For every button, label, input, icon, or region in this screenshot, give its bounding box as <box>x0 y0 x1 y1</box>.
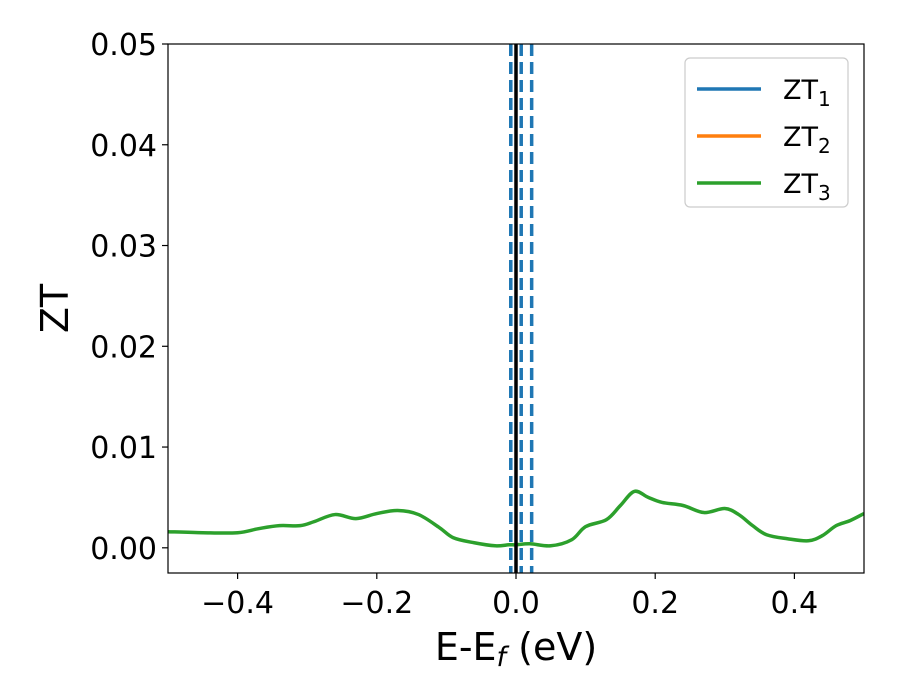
y-tick-label: 0.05 <box>90 28 157 63</box>
series-layer <box>168 489 864 548</box>
x-tick-label: 0.4 <box>771 586 819 621</box>
x-tick-label: −0.2 <box>340 586 413 621</box>
y-tick-label: 0.02 <box>90 330 157 365</box>
y-tick-label: 0.03 <box>90 230 157 265</box>
y-tick-label: 0.01 <box>90 431 157 466</box>
series-line-3 <box>168 489 864 548</box>
legend-label-1: ZT1 <box>783 75 831 111</box>
legend-label-2: ZT2 <box>783 122 831 158</box>
y-tick-label: 0.04 <box>90 129 157 164</box>
legend-box <box>684 57 849 208</box>
y-tick-label: 0.00 <box>90 532 157 567</box>
x-tick-label: 0.0 <box>492 586 540 621</box>
x-axis-label: E-Ef (eV) <box>435 625 597 673</box>
legend-label-3: ZT3 <box>783 169 831 205</box>
y-axis-label: ZT <box>33 283 77 333</box>
x-tick-label: −0.4 <box>201 586 274 621</box>
x-tick-label: 0.2 <box>631 586 679 621</box>
